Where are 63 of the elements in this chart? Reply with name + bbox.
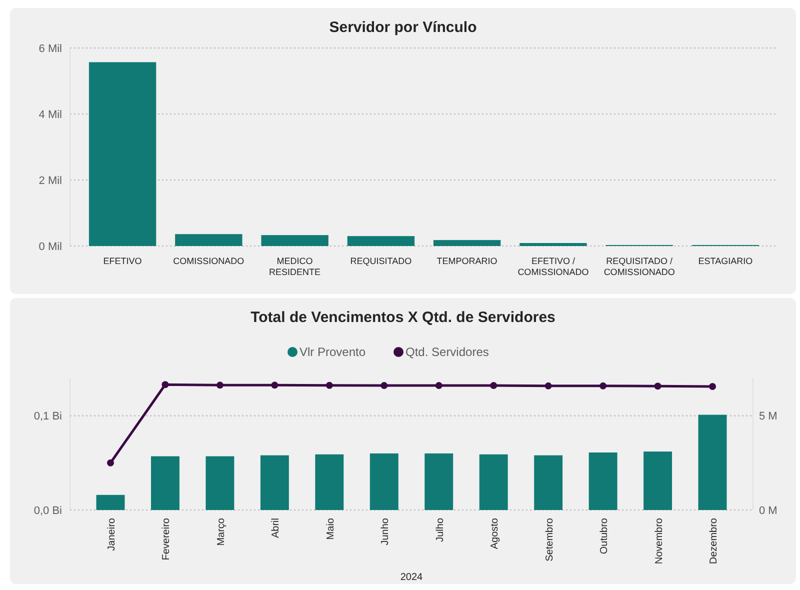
- y-tick-label: 0,0 Bi: [34, 504, 62, 517]
- bar: [479, 454, 508, 510]
- point: [654, 382, 662, 390]
- y-tick-label: 4 Mil: [38, 108, 62, 121]
- bar: [370, 453, 398, 510]
- x-tick-label: Julho: [434, 518, 446, 542]
- point: [326, 382, 333, 389]
- chart-title: Servidor por Vínculo: [329, 19, 477, 36]
- legend-label: Vlr Provento: [300, 345, 366, 359]
- bar: [424, 453, 454, 510]
- y2-tick-label: 5 M: [759, 410, 778, 423]
- bar: [96, 494, 125, 510]
- x-tick-label: MEDICO RESIDENTE: [269, 256, 321, 277]
- x-tick-label: COMISSIONADO: [173, 256, 244, 266]
- point: [271, 382, 278, 389]
- x-tick-label: Abril: [270, 518, 282, 538]
- bar: [588, 452, 618, 510]
- bar: [261, 235, 328, 246]
- x-tick-label: Novembro: [654, 518, 665, 564]
- legend-label: Qtd. Servidores: [406, 345, 489, 359]
- bar: [175, 234, 242, 246]
- bar: [433, 240, 501, 246]
- bar: [260, 455, 289, 510]
- x-tick-label: Janeiro: [106, 518, 118, 551]
- y-tick-label: 6 Mil: [38, 42, 62, 55]
- x-tick-label: Setembro: [544, 518, 556, 562]
- bar: [698, 414, 727, 510]
- x-tick-label: EFETIVO: [103, 256, 142, 266]
- bar: [315, 454, 344, 510]
- bar: [644, 452, 672, 510]
- bar: [150, 456, 180, 510]
- x-tick-label: Agosto: [490, 518, 501, 550]
- bar: [88, 62, 156, 246]
- x-tick-label: REQUISITADO: [350, 256, 412, 266]
- y-tick-label: 0 Mil: [38, 240, 62, 253]
- x-axis-title: 2024: [400, 572, 424, 583]
- x-tick-label: TEMPORARIO: [436, 256, 498, 266]
- y-tick-label: 0,1 Bi: [34, 410, 62, 423]
- point: [544, 382, 552, 390]
- x-tick-label: Fevereiro: [161, 518, 172, 560]
- x-tick-label: ESTAGIARIO: [698, 256, 753, 266]
- x-tick-label: Maio: [325, 518, 336, 540]
- bar: [347, 236, 415, 246]
- point: [600, 382, 607, 390]
- point: [107, 459, 114, 466]
- point: [162, 381, 169, 388]
- x-tick-label: REQUISITADO / COMISSIONADO: [604, 256, 675, 277]
- x-tick-label: Outubro: [599, 518, 610, 554]
- point: [380, 382, 388, 390]
- chart-title: Total de Vencimentos X Qtd. de Servidores: [250, 309, 556, 326]
- x-tick-label: Março: [216, 518, 227, 546]
- y2-tick-label: 0 M: [759, 504, 778, 517]
- x-tick-label: Junho: [380, 518, 392, 546]
- y-tick-label: 2 Mil: [38, 174, 62, 187]
- x-tick-label: Dezembro: [708, 518, 720, 564]
- x-tick-label: EFETIVO / COMISSIONADO: [518, 256, 589, 277]
- point: [435, 382, 442, 390]
- bar: [206, 456, 234, 510]
- bar: [534, 455, 563, 510]
- point: [216, 382, 224, 389]
- point: [709, 382, 716, 390]
- point: [490, 382, 498, 390]
- bar: [520, 243, 587, 246]
